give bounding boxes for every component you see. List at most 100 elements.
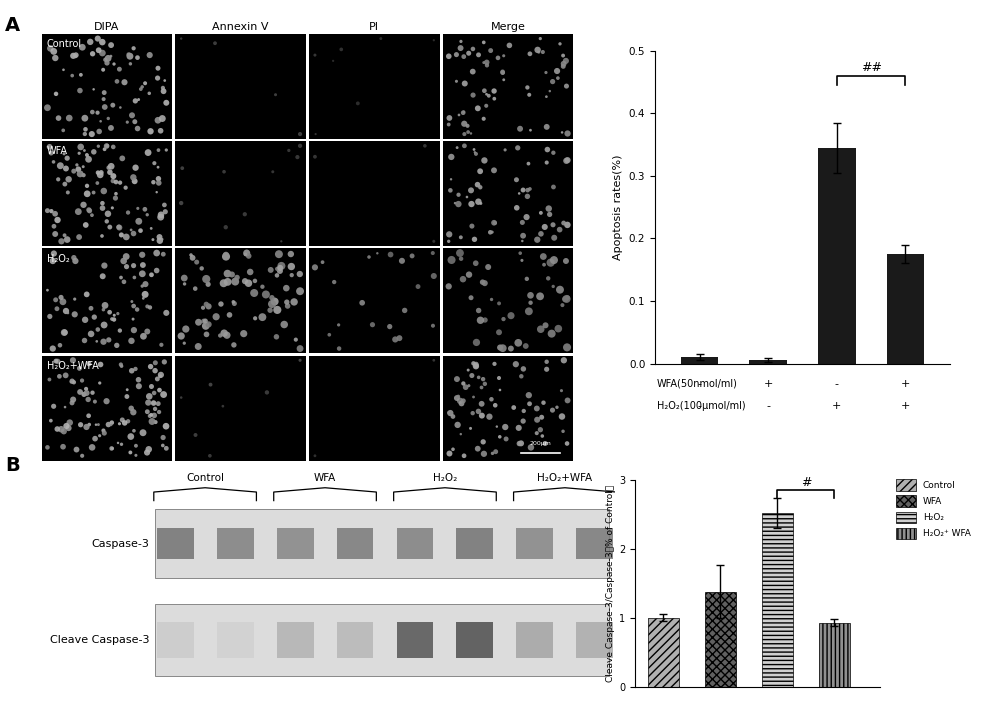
Point <box>95 202 111 214</box>
Point <box>482 227 498 238</box>
Point <box>173 33 189 44</box>
Point <box>530 44 546 56</box>
Point <box>86 84 102 95</box>
Bar <box>516 622 553 658</box>
Point <box>284 269 300 281</box>
Point <box>464 220 480 232</box>
Point <box>202 450 218 462</box>
Text: H₂O₂: H₂O₂ <box>433 473 457 483</box>
Point <box>455 107 471 119</box>
Point <box>47 52 63 64</box>
Point <box>144 416 160 427</box>
Point <box>137 204 153 215</box>
Point <box>123 335 139 347</box>
Point <box>463 185 479 196</box>
Point <box>512 247 528 259</box>
Point <box>70 206 86 217</box>
Point <box>441 236 457 247</box>
Point <box>84 106 100 118</box>
Point <box>97 143 113 155</box>
Point <box>99 140 115 152</box>
Point <box>45 342 61 354</box>
Point <box>441 50 457 62</box>
Point <box>471 371 487 383</box>
Point <box>539 157 555 169</box>
Point <box>491 326 507 338</box>
Point <box>382 321 398 332</box>
Point <box>183 249 199 261</box>
Bar <box>576 622 613 658</box>
Point <box>265 166 281 177</box>
Point <box>441 228 457 240</box>
Point <box>103 39 119 51</box>
Point <box>475 436 491 448</box>
Point <box>119 384 135 395</box>
Point <box>110 308 126 319</box>
Point <box>484 226 500 238</box>
Point <box>453 36 469 47</box>
Point <box>135 260 151 271</box>
Point <box>539 364 555 375</box>
Point <box>129 304 145 316</box>
Point <box>453 42 469 54</box>
Point <box>86 311 102 323</box>
Point <box>116 255 132 267</box>
Point <box>506 402 522 414</box>
Point <box>108 176 124 188</box>
Point <box>125 406 141 418</box>
Point <box>495 313 511 325</box>
Point <box>50 356 66 367</box>
Point <box>58 305 74 317</box>
Point <box>106 310 122 321</box>
Point <box>61 174 77 185</box>
Point <box>286 296 302 308</box>
Point <box>218 251 234 262</box>
Bar <box>217 622 254 658</box>
Point <box>239 247 255 259</box>
Point <box>519 212 535 223</box>
Point <box>495 67 511 79</box>
Point <box>76 389 92 401</box>
Point <box>173 392 189 403</box>
Point <box>156 199 172 211</box>
Point <box>453 231 469 243</box>
Point <box>88 419 104 430</box>
Point <box>264 292 280 304</box>
Point <box>472 315 488 326</box>
Text: H₂O₂+WFA: H₂O₂+WFA <box>537 473 592 483</box>
Point <box>52 160 68 172</box>
Point <box>128 449 144 461</box>
Point <box>130 123 146 134</box>
Point <box>216 327 232 339</box>
Point <box>147 357 163 369</box>
Point <box>537 438 553 449</box>
Point <box>82 205 98 217</box>
Point <box>125 313 141 325</box>
Point <box>486 164 502 176</box>
Point <box>472 166 488 177</box>
Point <box>538 319 554 331</box>
Point <box>174 162 190 174</box>
Point <box>466 391 482 403</box>
Text: Cleave Caspase-3: Cleave Caspase-3 <box>50 635 149 645</box>
Point <box>477 378 493 390</box>
Point <box>119 261 135 273</box>
Point <box>537 221 553 233</box>
Point <box>158 144 174 156</box>
Text: -: - <box>698 379 702 389</box>
Point <box>510 142 526 153</box>
Point <box>55 64 71 76</box>
Point <box>246 287 262 299</box>
Point <box>451 189 467 201</box>
Point <box>39 441 55 453</box>
Point <box>121 49 137 60</box>
Point <box>90 140 106 152</box>
Point <box>126 324 142 336</box>
Point <box>538 67 554 79</box>
Point <box>262 305 278 316</box>
Point <box>484 294 500 305</box>
Legend: Control, WFA, H₂O₂, H₂O₂⁺ WFA: Control, WFA, H₂O₂, H₂O₂⁺ WFA <box>892 475 974 543</box>
Point <box>151 406 167 418</box>
Point <box>146 157 162 169</box>
Point <box>556 355 572 366</box>
